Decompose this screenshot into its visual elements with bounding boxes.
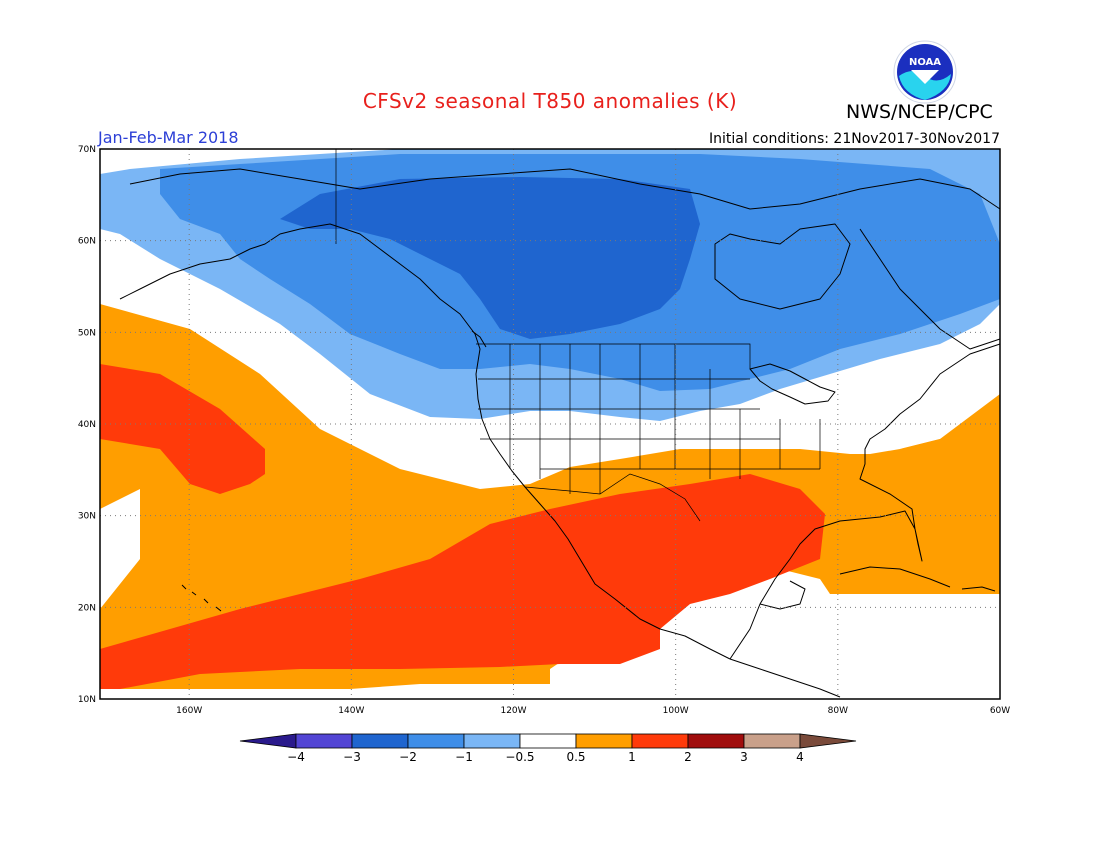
coastline-labrador: [859, 228, 1001, 350]
coastline-hudson-bay: [714, 223, 851, 310]
colorbar-swatch-8: [687, 733, 745, 749]
map-title: CFSv2 seasonal T850 anomalies (K): [362, 89, 738, 113]
border-us-canada: [476, 343, 751, 369]
season-label: Jan-Feb-Mar 2018: [98, 128, 239, 147]
graticule-layer: [100, 149, 1000, 699]
colorbar-label: 0.5: [566, 750, 585, 764]
organization-label: NWS/NCEP/CPC: [846, 101, 993, 123]
lon-label-60W: 60W: [990, 706, 1010, 716]
lat-label-50N: 50N: [78, 328, 96, 338]
color-scale-labels: −4 −3 −2 −1 −0.5 0.5 1 2 3 4: [287, 750, 804, 764]
coastline-hawaii: [181, 584, 222, 612]
colorbar-swatch-6: [575, 733, 633, 749]
coastline-pacific: [119, 223, 731, 660]
svg-text:NOAA: NOAA: [909, 57, 941, 68]
coastline-arctic: [129, 168, 1001, 210]
coastline-central-america: [729, 658, 841, 698]
latitude-labels: 10N 20N 30N 40N 50N 60N 70N: [78, 145, 96, 705]
lat-label-40N: 40N: [78, 420, 96, 430]
colorbar-label: −1: [455, 750, 473, 764]
colorbar-label: 3: [740, 750, 748, 764]
initial-conditions-label: Initial conditions: 21Nov2017-30Nov2017: [709, 131, 1000, 147]
anomaly-zone-red-pacific: [100, 364, 265, 494]
colorbar-label: −3: [343, 750, 361, 764]
lon-label-140W: 140W: [338, 706, 364, 716]
colorbar-label: −0.5: [505, 750, 534, 764]
colorbar-label: 4: [796, 750, 804, 764]
anomaly-zone-red-subtropical: [100, 474, 825, 689]
border-states-rows: [478, 378, 820, 470]
coastline-layer: [119, 168, 1001, 698]
anomaly-fill-layer: [100, 149, 1000, 689]
coastline-cuba: [839, 566, 951, 588]
colorbar-swatch-4: [463, 733, 521, 749]
map-frame: [99, 148, 1001, 700]
lat-label-30N: 30N: [78, 512, 96, 522]
colorbar-swatch-5: [519, 733, 577, 749]
colorbar-label: 2: [684, 750, 692, 764]
color-scale-segments: [239, 733, 857, 749]
colorbar-label: −2: [399, 750, 417, 764]
lon-label-120W: 120W: [500, 706, 526, 716]
temperature-anomaly-map: 10N 20N 30N 40N 50N 60N 70N 160W 140W 120W 100W 80…: [78, 145, 1010, 716]
lat-label-10N: 10N: [78, 695, 96, 705]
colorbar-arrow-low: [239, 733, 297, 749]
colorbar-swatch-1: [295, 733, 353, 749]
colorbar-label: 1: [628, 750, 636, 764]
lat-label-60N: 60N: [78, 237, 96, 247]
colorbar-label: −4: [287, 750, 305, 764]
coastline-hispaniola: [961, 586, 996, 592]
anomaly-zone-darkblue: [280, 177, 700, 339]
colorbar-swatch-2: [351, 733, 409, 749]
coastline-great-lakes: [749, 363, 836, 405]
coastline-gulf-atlantic: [729, 343, 1001, 660]
lat-label-20N: 20N: [78, 603, 96, 613]
anomaly-zone-orange-northeast: [900, 394, 1000, 449]
lon-label-160W: 160W: [176, 706, 202, 716]
color-scale-legend: −4 −3 −2 −1 −0.5 0.5 1 2 3 4: [239, 733, 857, 764]
lat-label-70N: 70N: [78, 145, 96, 155]
lon-label-80W: 80W: [828, 706, 848, 716]
lon-label-100W: 100W: [663, 706, 689, 716]
colorbar-swatch-9: [743, 733, 801, 749]
political-borders-layer: [335, 149, 821, 522]
coastline-yucatan: [759, 580, 806, 610]
colorbar-swatch-3: [407, 733, 465, 749]
colorbar-arrow-high: [799, 733, 857, 749]
noaa-logo: NOAA: [893, 40, 957, 104]
longitude-labels: 160W 140W 120W 100W 80W 60W: [176, 706, 1010, 716]
colorbar-swatch-7: [631, 733, 689, 749]
